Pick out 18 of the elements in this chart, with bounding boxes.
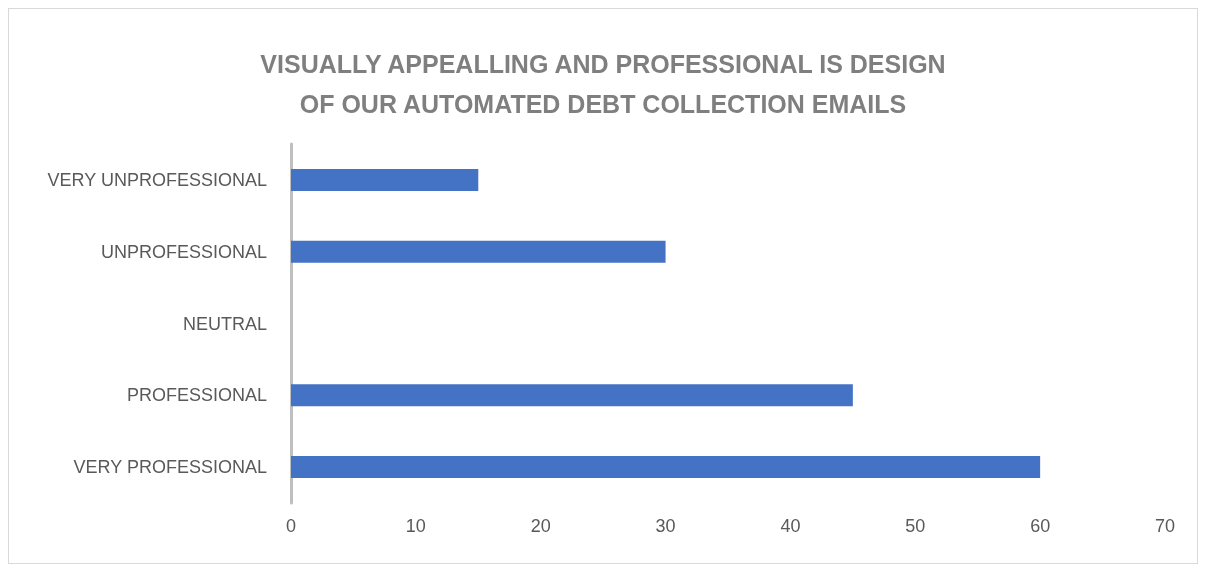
x-tick-label: 0 (285, 516, 297, 536)
x-tick-label: 70 (1154, 516, 1176, 536)
y-tick-label: VERY PROFESSIONAL (73, 457, 267, 478)
x-tick-label: 50 (905, 516, 926, 536)
y-tick-label: UNPROFESSIONAL (100, 241, 267, 262)
bar (291, 240, 666, 263)
bar (291, 384, 853, 407)
y-tick-label: VERY UNPROFESSIONAL (47, 169, 267, 190)
x-tick-label: 20 (530, 516, 551, 536)
y-tick-label: PROFESSIONAL (126, 385, 267, 406)
y-tick-label: NEUTRAL (182, 313, 267, 334)
bar (291, 168, 479, 191)
x-tick-label: 60 (1030, 516, 1051, 536)
bar (291, 456, 1041, 479)
chart-title: VISUALLY APPEALLING AND PROFESSIONAL IS DESIGN OF OUR AUTOMATED DEBT COLLECTION EMAILS (260, 50, 946, 118)
x-tick-label: 40 (780, 516, 801, 536)
x-tick-label: 30 (655, 516, 676, 536)
x-tick-label: 10 (405, 516, 426, 536)
